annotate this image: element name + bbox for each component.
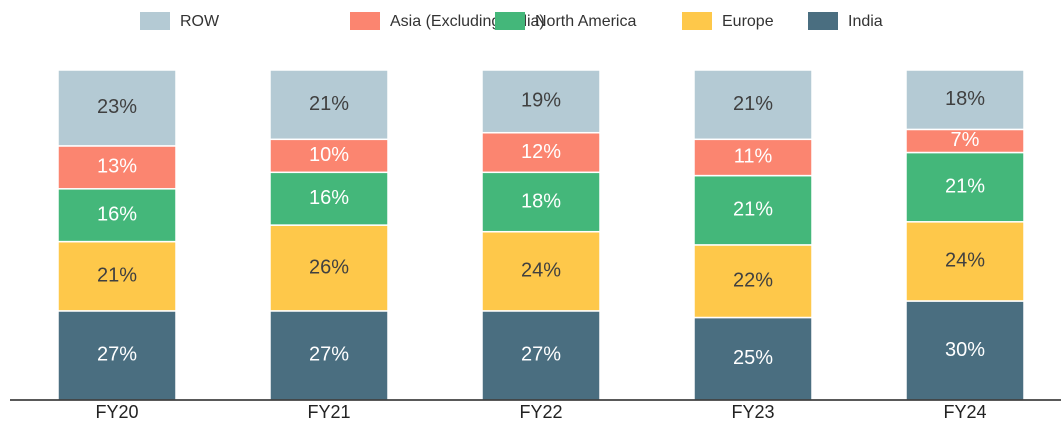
data-label: 24% (521, 260, 561, 282)
legend-label: Europe (722, 13, 774, 30)
bar-segment (57, 145, 177, 190)
data-label: 27% (97, 344, 137, 366)
bar-segment (269, 138, 389, 174)
legend-swatch (682, 12, 712, 30)
legend-swatch (350, 12, 380, 30)
x-tick-label: FY24 (943, 402, 986, 422)
bar-segment (269, 171, 389, 226)
data-label: 10% (309, 144, 349, 166)
data-label: 7% (951, 129, 980, 151)
legend-label: North America (535, 13, 636, 30)
bar-segment (905, 69, 1025, 131)
bar-segment (57, 188, 177, 243)
data-label: 30% (945, 339, 985, 361)
bar-segment (269, 69, 389, 141)
data-label: 25% (733, 347, 773, 369)
data-label: 21% (945, 175, 985, 197)
bar-segment (481, 131, 601, 174)
bar-segment (57, 240, 177, 312)
data-label: 26% (309, 256, 349, 278)
bar-segment (57, 69, 177, 147)
data-label: 16% (309, 187, 349, 209)
data-label: 21% (733, 199, 773, 221)
legend-swatch (808, 12, 838, 30)
data-label: 12% (521, 141, 561, 163)
data-label: 27% (309, 344, 349, 366)
legend-swatch (495, 12, 525, 30)
bar-segment (269, 224, 389, 312)
bar-segment (57, 310, 177, 401)
data-label: 27% (521, 344, 561, 366)
bar-segment (905, 151, 1025, 223)
bar-segment (693, 174, 813, 246)
legend-label: India (848, 13, 883, 30)
bar-segment (905, 300, 1025, 401)
data-label: 11% (734, 146, 773, 168)
data-label: 13% (97, 156, 137, 178)
data-label: 24% (945, 250, 985, 272)
bar-segment (481, 230, 601, 312)
x-tick-label: FY22 (519, 402, 562, 422)
data-label: 21% (733, 93, 773, 115)
data-label: 22% (733, 269, 773, 291)
bar-segment (269, 310, 389, 401)
data-label: 21% (309, 93, 349, 115)
x-tick-label: FY21 (307, 402, 350, 422)
data-label: 21% (97, 265, 137, 287)
bar-segment (905, 221, 1025, 302)
x-tick-label: FY20 (95, 402, 138, 422)
legend-label: ROW (180, 13, 220, 30)
data-label: 18% (945, 88, 985, 110)
bar-segment (481, 310, 601, 401)
x-tick-label: FY23 (731, 402, 774, 422)
bar-segment (693, 69, 813, 141)
data-label: 16% (97, 203, 137, 225)
bar-segment (693, 316, 813, 401)
data-label: 19% (521, 90, 561, 112)
data-label: 23% (97, 96, 137, 118)
bar-segment (693, 244, 813, 319)
legend-swatch (140, 12, 170, 30)
bar-segment (481, 69, 601, 134)
data-label: 18% (521, 190, 561, 212)
